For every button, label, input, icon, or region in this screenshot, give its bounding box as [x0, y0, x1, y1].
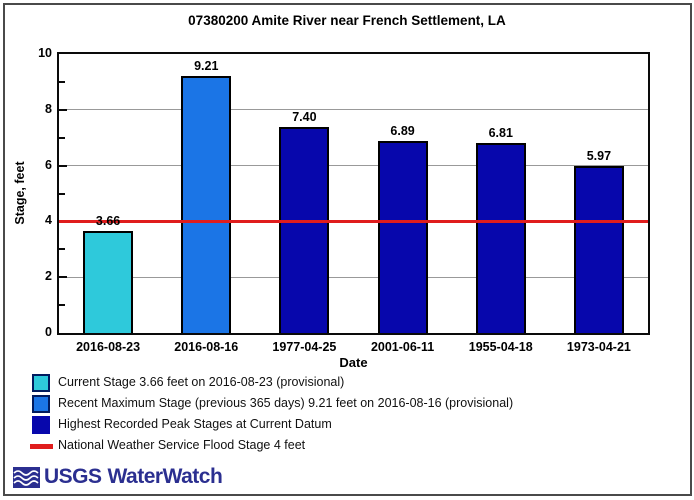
x-tick-label: 2016-08-23 [76, 340, 141, 354]
plot-inner: 3.66 9.21 7.40 6.89 6.81 5.97 [59, 54, 648, 333]
bar-2001-06-11 [377, 140, 428, 333]
y-tick-label: 10 [38, 46, 52, 60]
gridline [59, 109, 648, 111]
x-tick-label: 1973-04-21 [566, 340, 631, 354]
bar-2016-08-23 [83, 230, 134, 333]
usgs-brand-text: USGS [44, 465, 102, 488]
bar-value-label: 9.21 [194, 59, 219, 74]
y-tick-minor [59, 248, 65, 251]
usgs-waterwatch-logo: USGS WaterWatch [13, 463, 223, 491]
plot-area: 3.66 9.21 7.40 6.89 6.81 5.97 [57, 52, 650, 335]
bar-value-label: 6.81 [488, 126, 513, 140]
usgs-wave-icon [13, 466, 40, 488]
bar-value-label: 3.66 [95, 213, 121, 228]
y-tick-label: 6 [45, 157, 52, 172]
x-tick-label: 1955-04-18 [468, 340, 533, 354]
x-tick-label: 1977-04-25 [272, 340, 337, 354]
x-tick-label: 2001-06-11 [370, 340, 435, 354]
y-tick-minor [59, 136, 65, 139]
bar-value-label: 6.89 [390, 123, 415, 138]
current-stage-swatch [32, 374, 50, 392]
y-tick-label: 2 [45, 269, 52, 284]
flood-stage-line [59, 219, 648, 223]
bar-1973-04-21 [573, 166, 624, 333]
y-tick-label: 4 [45, 213, 52, 228]
y-tick-label: 8 [45, 101, 52, 116]
bar-1955-04-18 [475, 143, 526, 333]
bar-2016-08-16 [181, 76, 232, 333]
waterwatch-product-text: WaterWatch [107, 465, 223, 488]
y-tick-minor [59, 80, 65, 83]
bar-value-label: 5.97 [586, 149, 612, 164]
legend-item-label: Recent Maximum Stage (previous 365 days)… [58, 396, 514, 410]
y-tick-major [59, 164, 67, 167]
gridline [59, 165, 648, 167]
y-tick-major [59, 276, 67, 279]
legend-item-label: National Weather Service Flood Stage 4 f… [58, 438, 306, 452]
y-tick-major [59, 108, 67, 111]
legend-item-label: Highest Recorded Peak Stages at Current … [58, 417, 332, 431]
legend-item-label: Current Stage 3.66 feet on 2016-08-23 (p… [58, 375, 345, 389]
bar-value-label: 7.40 [292, 109, 317, 124]
x-axis-tick-labels: 2016-08-23 2016-08-16 1977-04-25 2001-06-11… [59, 340, 648, 356]
flood-stage-line-swatch [30, 444, 53, 449]
y-tick-minor [59, 304, 65, 307]
chart-title: 07380200 Amite River near French Settlem… [188, 13, 506, 28]
y-tick-minor [59, 192, 65, 195]
bar-1977-04-25 [279, 126, 330, 333]
historic-peaks-swatch [32, 416, 50, 434]
x-tick-label: 2016-08-16 [174, 340, 239, 354]
x-axis-title: Date [339, 355, 368, 370]
y-tick-label: 0 [45, 325, 52, 339]
recent-max-swatch [32, 395, 50, 413]
gridline [59, 276, 648, 278]
